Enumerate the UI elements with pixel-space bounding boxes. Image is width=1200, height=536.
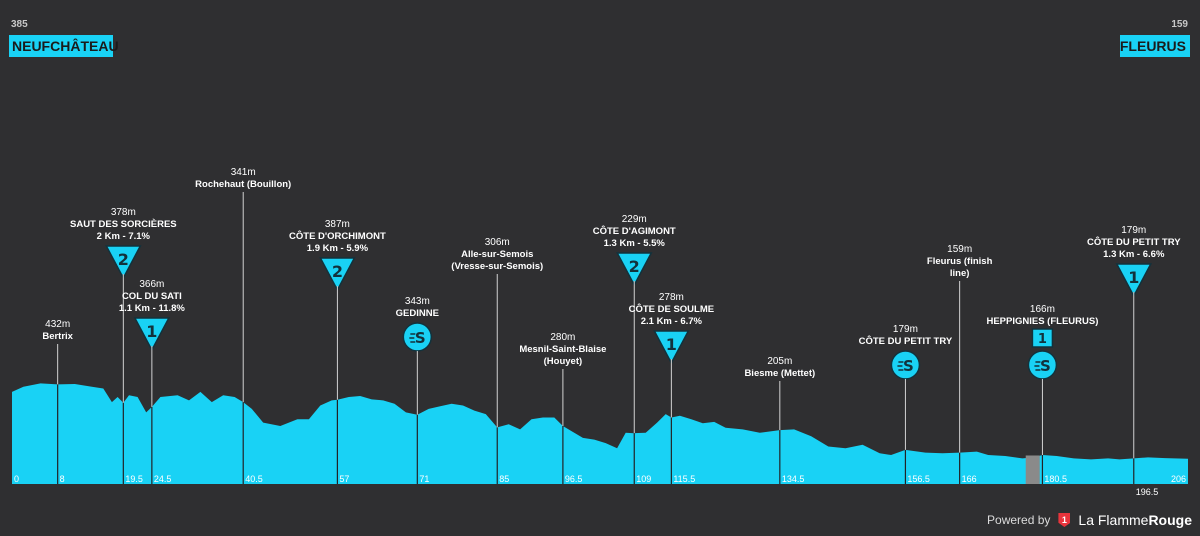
x-tick-label: 0 xyxy=(14,474,19,484)
flamme-rouge-logo-icon: 1 xyxy=(1058,513,1071,527)
finish-line-marker xyxy=(1025,455,1040,484)
brand-name-b: Rouge xyxy=(1148,512,1192,528)
x-tick-label: 156.5 xyxy=(907,474,930,484)
waypoint-label: Alle-sur-Semois xyxy=(461,249,533,260)
x-tick-label: 96.5 xyxy=(565,474,583,484)
x-tick-label: 166 xyxy=(962,474,977,484)
x-tick-label: 85 xyxy=(499,474,509,484)
climb-category-number: 1 xyxy=(146,322,157,341)
waypoint-altitude: 306m xyxy=(485,237,510,248)
waypoint-altitude: 280m xyxy=(550,332,575,343)
sprint-category-box xyxy=(1031,328,1054,348)
waypoint-label: CÔTE DU PETIT TRY xyxy=(1087,236,1181,248)
waypoint-altitude: 179m xyxy=(893,324,918,335)
waypoint-altitude: 378m xyxy=(111,207,136,218)
waypoint-label: GEDINNE xyxy=(396,308,439,319)
x-tick-label: 40.5 xyxy=(245,474,263,484)
waypoint-label: CÔTE D'AGIMONT xyxy=(593,225,676,237)
waypoint-altitude: 229m xyxy=(622,214,647,225)
waypoint-label: Rochehaut (Bouillon) xyxy=(195,179,291,190)
waypoint-altitude: 179m xyxy=(1121,225,1146,236)
finish-label: FLEURUS xyxy=(1120,38,1186,54)
climb-category-number: 1 xyxy=(1128,268,1139,287)
waypoint-altitude: 366m xyxy=(139,279,164,290)
sprint-icon-lines xyxy=(897,361,904,371)
x-tick-label: 19.5 xyxy=(125,474,143,484)
waypoint-label: CÔTE DE SOULME xyxy=(629,303,715,315)
sprint-icon-glyph: S xyxy=(415,329,426,347)
x-tick-label: 57 xyxy=(339,474,349,484)
sprint-icon-lines xyxy=(1034,361,1041,371)
waypoint-label: Fleurus (finish xyxy=(927,256,993,267)
waypoint-label: 1.1 Km - 11.8% xyxy=(119,303,186,314)
climb-category-icon xyxy=(319,257,356,292)
x-tick-label: 134.5 xyxy=(782,474,805,484)
x-tick-label: 115.5 xyxy=(673,474,695,484)
waypoint-label: HEPPIGNIES (FLEURUS) xyxy=(986,316,1098,327)
waypoint-label: CÔTE D'ORCHIMONT xyxy=(289,230,386,242)
waypoint-label: 1.3 Km - 5.5% xyxy=(604,238,666,249)
brand-name-a: La Flamme xyxy=(1078,512,1149,528)
start-label: NEUFCHÂTEAU xyxy=(12,37,119,54)
waypoint-altitude: 432m xyxy=(45,319,70,330)
footer: Powered by 1 La FlammeRouge xyxy=(987,512,1192,528)
x-tick-label: 206 xyxy=(1171,474,1186,484)
climb-category-number: 1 xyxy=(666,335,677,354)
waypoint-label: 2.1 Km - 6.7% xyxy=(641,316,703,327)
brand-name: La FlammeRouge xyxy=(1078,512,1192,528)
waypoint-label: (Houyet) xyxy=(544,356,583,367)
waypoint-label: (Vresse-sur-Semois) xyxy=(451,261,543,272)
sprint-icon-lines xyxy=(409,333,416,343)
x-tick-label: 109 xyxy=(636,474,651,484)
sprint-icon-glyph: S xyxy=(1040,357,1051,375)
finish-label-box xyxy=(1120,35,1190,57)
climb-category-number: 2 xyxy=(118,250,129,269)
waypoint-label: SAUT DES SORCIÈRES xyxy=(70,219,177,230)
start-altitude: 385 xyxy=(11,19,28,30)
sprint-icon-glyph: S xyxy=(903,357,914,375)
waypoint-label: 2 Km - 7.1% xyxy=(97,231,151,242)
finish-altitude: 159 xyxy=(1171,19,1188,30)
x-tick-label: 24.5 xyxy=(154,474,172,484)
climb-category-icon xyxy=(653,330,690,365)
climb-category-number: 2 xyxy=(332,262,343,281)
climb-category-icon xyxy=(1115,263,1153,298)
waypoint-altitude: 343m xyxy=(405,296,430,307)
x-tick-label: 8 xyxy=(60,474,65,484)
waypoint-label: 1.3 Km - 6.6% xyxy=(1103,249,1165,260)
x-tick-label: 196.5 xyxy=(1136,487,1159,497)
waypoint-altitude: 341m xyxy=(231,167,256,178)
waypoint-label: COL DU SATI xyxy=(122,291,182,302)
climb-category-number: 2 xyxy=(629,257,640,276)
waypoint-altitude: 205m xyxy=(767,356,792,367)
waypoint-label: CÔTE DU PETIT TRY xyxy=(859,335,953,347)
elevation-profile-area xyxy=(12,383,1188,484)
start-label-box xyxy=(9,35,113,57)
waypoint-label: Mesnil-Saint-Blaise xyxy=(519,344,606,355)
waypoint-altitude: 278m xyxy=(659,292,684,303)
sprint-category-number: 1 xyxy=(1038,332,1047,347)
x-tick-label: 180.5 xyxy=(1044,474,1067,484)
waypoint-label: line) xyxy=(950,268,970,279)
powered-by-text: Powered by xyxy=(987,513,1051,527)
waypoint-altitude: 166m xyxy=(1030,304,1055,315)
waypoint-altitude: 159m xyxy=(947,244,972,255)
climb-category-icon xyxy=(105,245,142,280)
climb-category-icon xyxy=(133,317,171,352)
climb-category-icon xyxy=(616,252,653,287)
waypoint-label: 1.9 Km - 5.9% xyxy=(307,243,369,254)
x-tick-label: 71 xyxy=(419,474,429,484)
waypoint-label: Bertrix xyxy=(42,331,73,342)
waypoint-label: Biesme (Mettet) xyxy=(744,368,815,379)
waypoint-altitude: 387m xyxy=(325,219,350,230)
